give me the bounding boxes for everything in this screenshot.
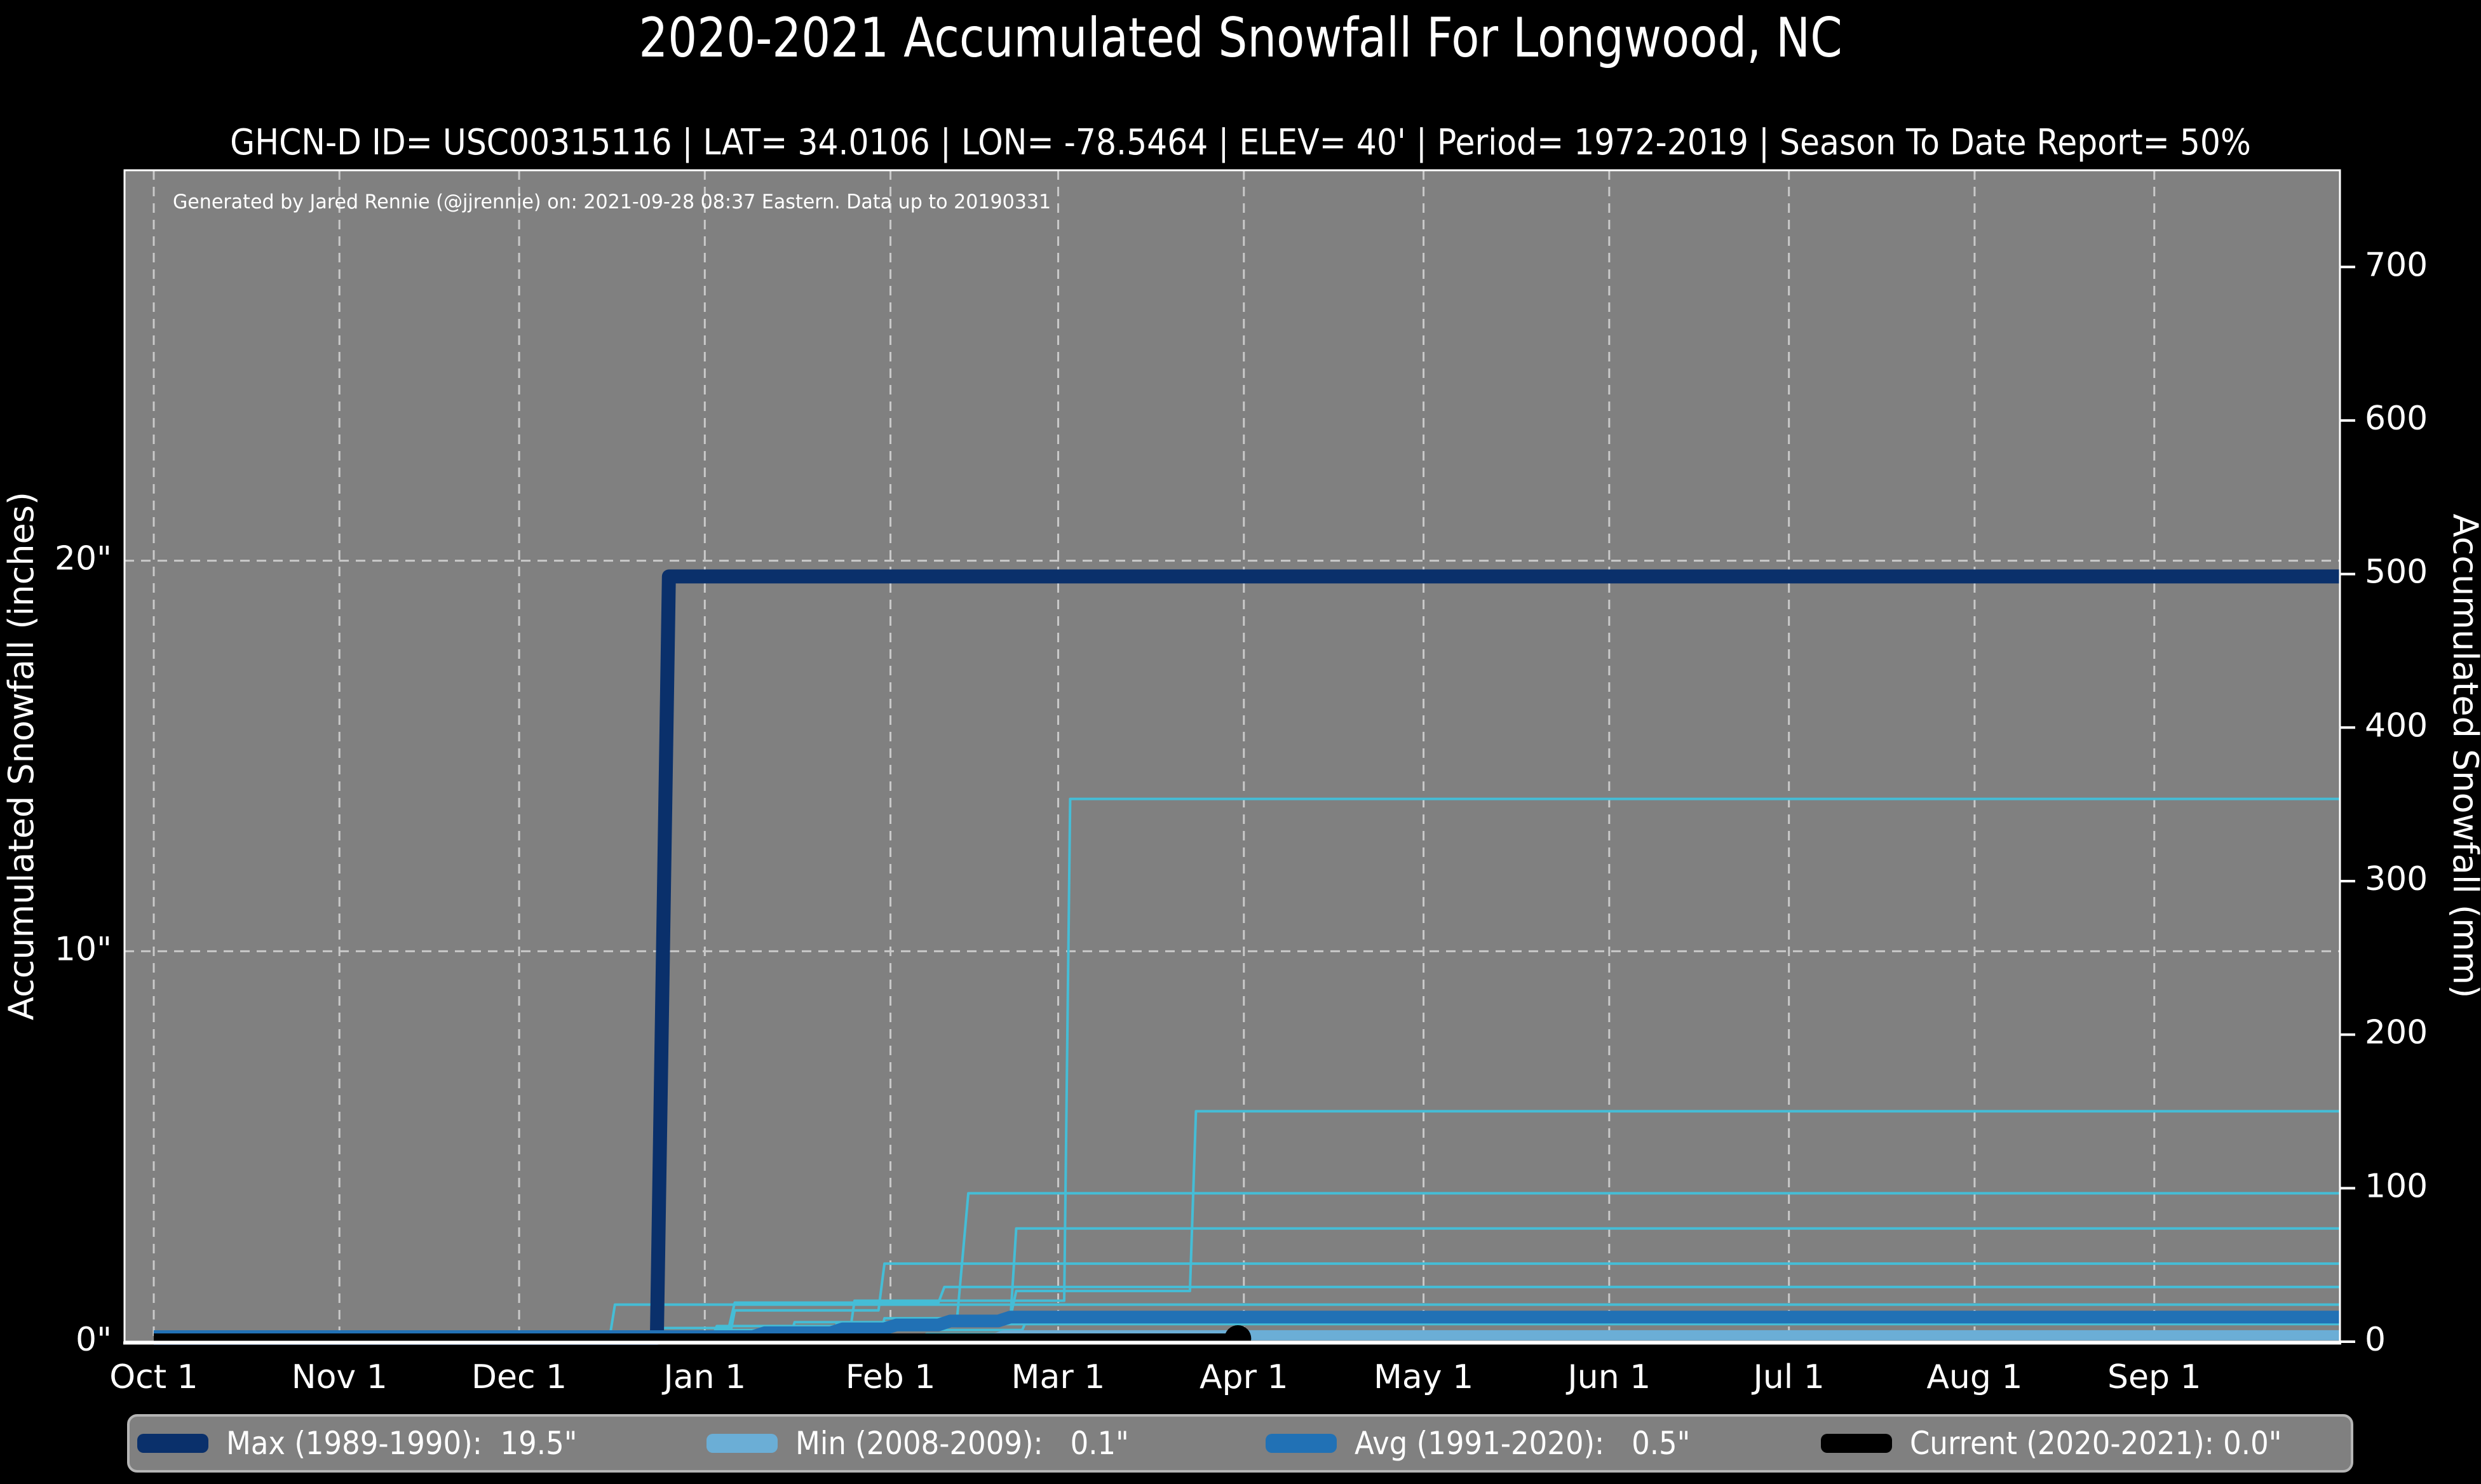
y-right-tick-label: 400 [2365, 706, 2428, 745]
x-tick-label: Sep 1 [2107, 1358, 2201, 1396]
x-tick-label: Dec 1 [471, 1358, 567, 1396]
min-line-swatch [706, 1434, 778, 1453]
legend-label-avg: Avg (1991-2020): 0.5" [1355, 1425, 1691, 1462]
legend-label-current: Current (2020-2021): 0.0" [1910, 1425, 2282, 1462]
x-tick-label: Jun 1 [1565, 1358, 1651, 1396]
y-right-axis-title: Accumulated Snowfall (mm) [2445, 514, 2481, 999]
station-subtitle: GHCN-D ID= USC00315116 | LAT= 34.0106 | … [230, 122, 2251, 163]
y-right-tick-label: 500 [2365, 553, 2428, 591]
x-tick-label: Oct 1 [109, 1358, 198, 1396]
legend: Max (1989-1990): 19.5" Min (2008-2009): … [127, 1414, 2353, 1473]
avg-line-swatch [1266, 1434, 1337, 1453]
x-tick-label: Jan 1 [661, 1358, 746, 1396]
x-tick-label: Jul 1 [1751, 1358, 1824, 1396]
x-tick-label: Aug 1 [1926, 1358, 2022, 1396]
x-tick-label: Apr 1 [1200, 1358, 1288, 1396]
y-right-tick-label: 600 [2365, 400, 2428, 438]
y-right-tick-label: 100 [2365, 1167, 2428, 1205]
legend-item-avg: Avg (1991-2020): 0.5" [1266, 1417, 1727, 1470]
y-right-tick-label: 300 [2365, 860, 2428, 898]
y-left-axis-title: Accumulated Snowfall (inches) [1, 492, 41, 1020]
y-left-tick-label: 0" [76, 1321, 112, 1359]
x-tick-label: May 1 [1374, 1358, 1473, 1396]
x-tick-label: Feb 1 [846, 1358, 936, 1396]
current-line-swatch [1821, 1434, 1892, 1453]
legend-item-current: Current (2020-2021): 0.0" [1821, 1417, 2323, 1470]
x-tick-label: Nov 1 [292, 1358, 388, 1396]
y-left-tick-label: 10" [55, 930, 112, 968]
series-end-marker [1224, 1325, 1252, 1352]
y-right-tick-label: 700 [2365, 246, 2428, 284]
y-right-tick-label: 200 [2365, 1014, 2428, 1052]
legend-label-max: Max (1989-1990): 19.5" [226, 1425, 578, 1462]
y-left-tick-label: 20" [55, 540, 112, 578]
series-avg-1991-2020 [154, 1311, 2340, 1343]
page-title: 2020-2021 Accumulated Snowfall For Longw… [639, 6, 1842, 70]
legend-label-min: Min (2008-2009): 0.1" [795, 1425, 1129, 1462]
plot-area [125, 170, 2340, 1342]
legend-item-min: Min (2008-2009): 0.1" [706, 1417, 1166, 1470]
x-tick-label: Mar 1 [1011, 1358, 1105, 1396]
generated-by-annotation: Generated by Jared Rennie (@jjrennie) on… [173, 191, 1051, 213]
y-right-tick-label: 0 [2365, 1321, 2386, 1359]
legend-item-max: Max (1989-1990): 19.5" [137, 1417, 616, 1470]
max-line-swatch [137, 1434, 208, 1453]
